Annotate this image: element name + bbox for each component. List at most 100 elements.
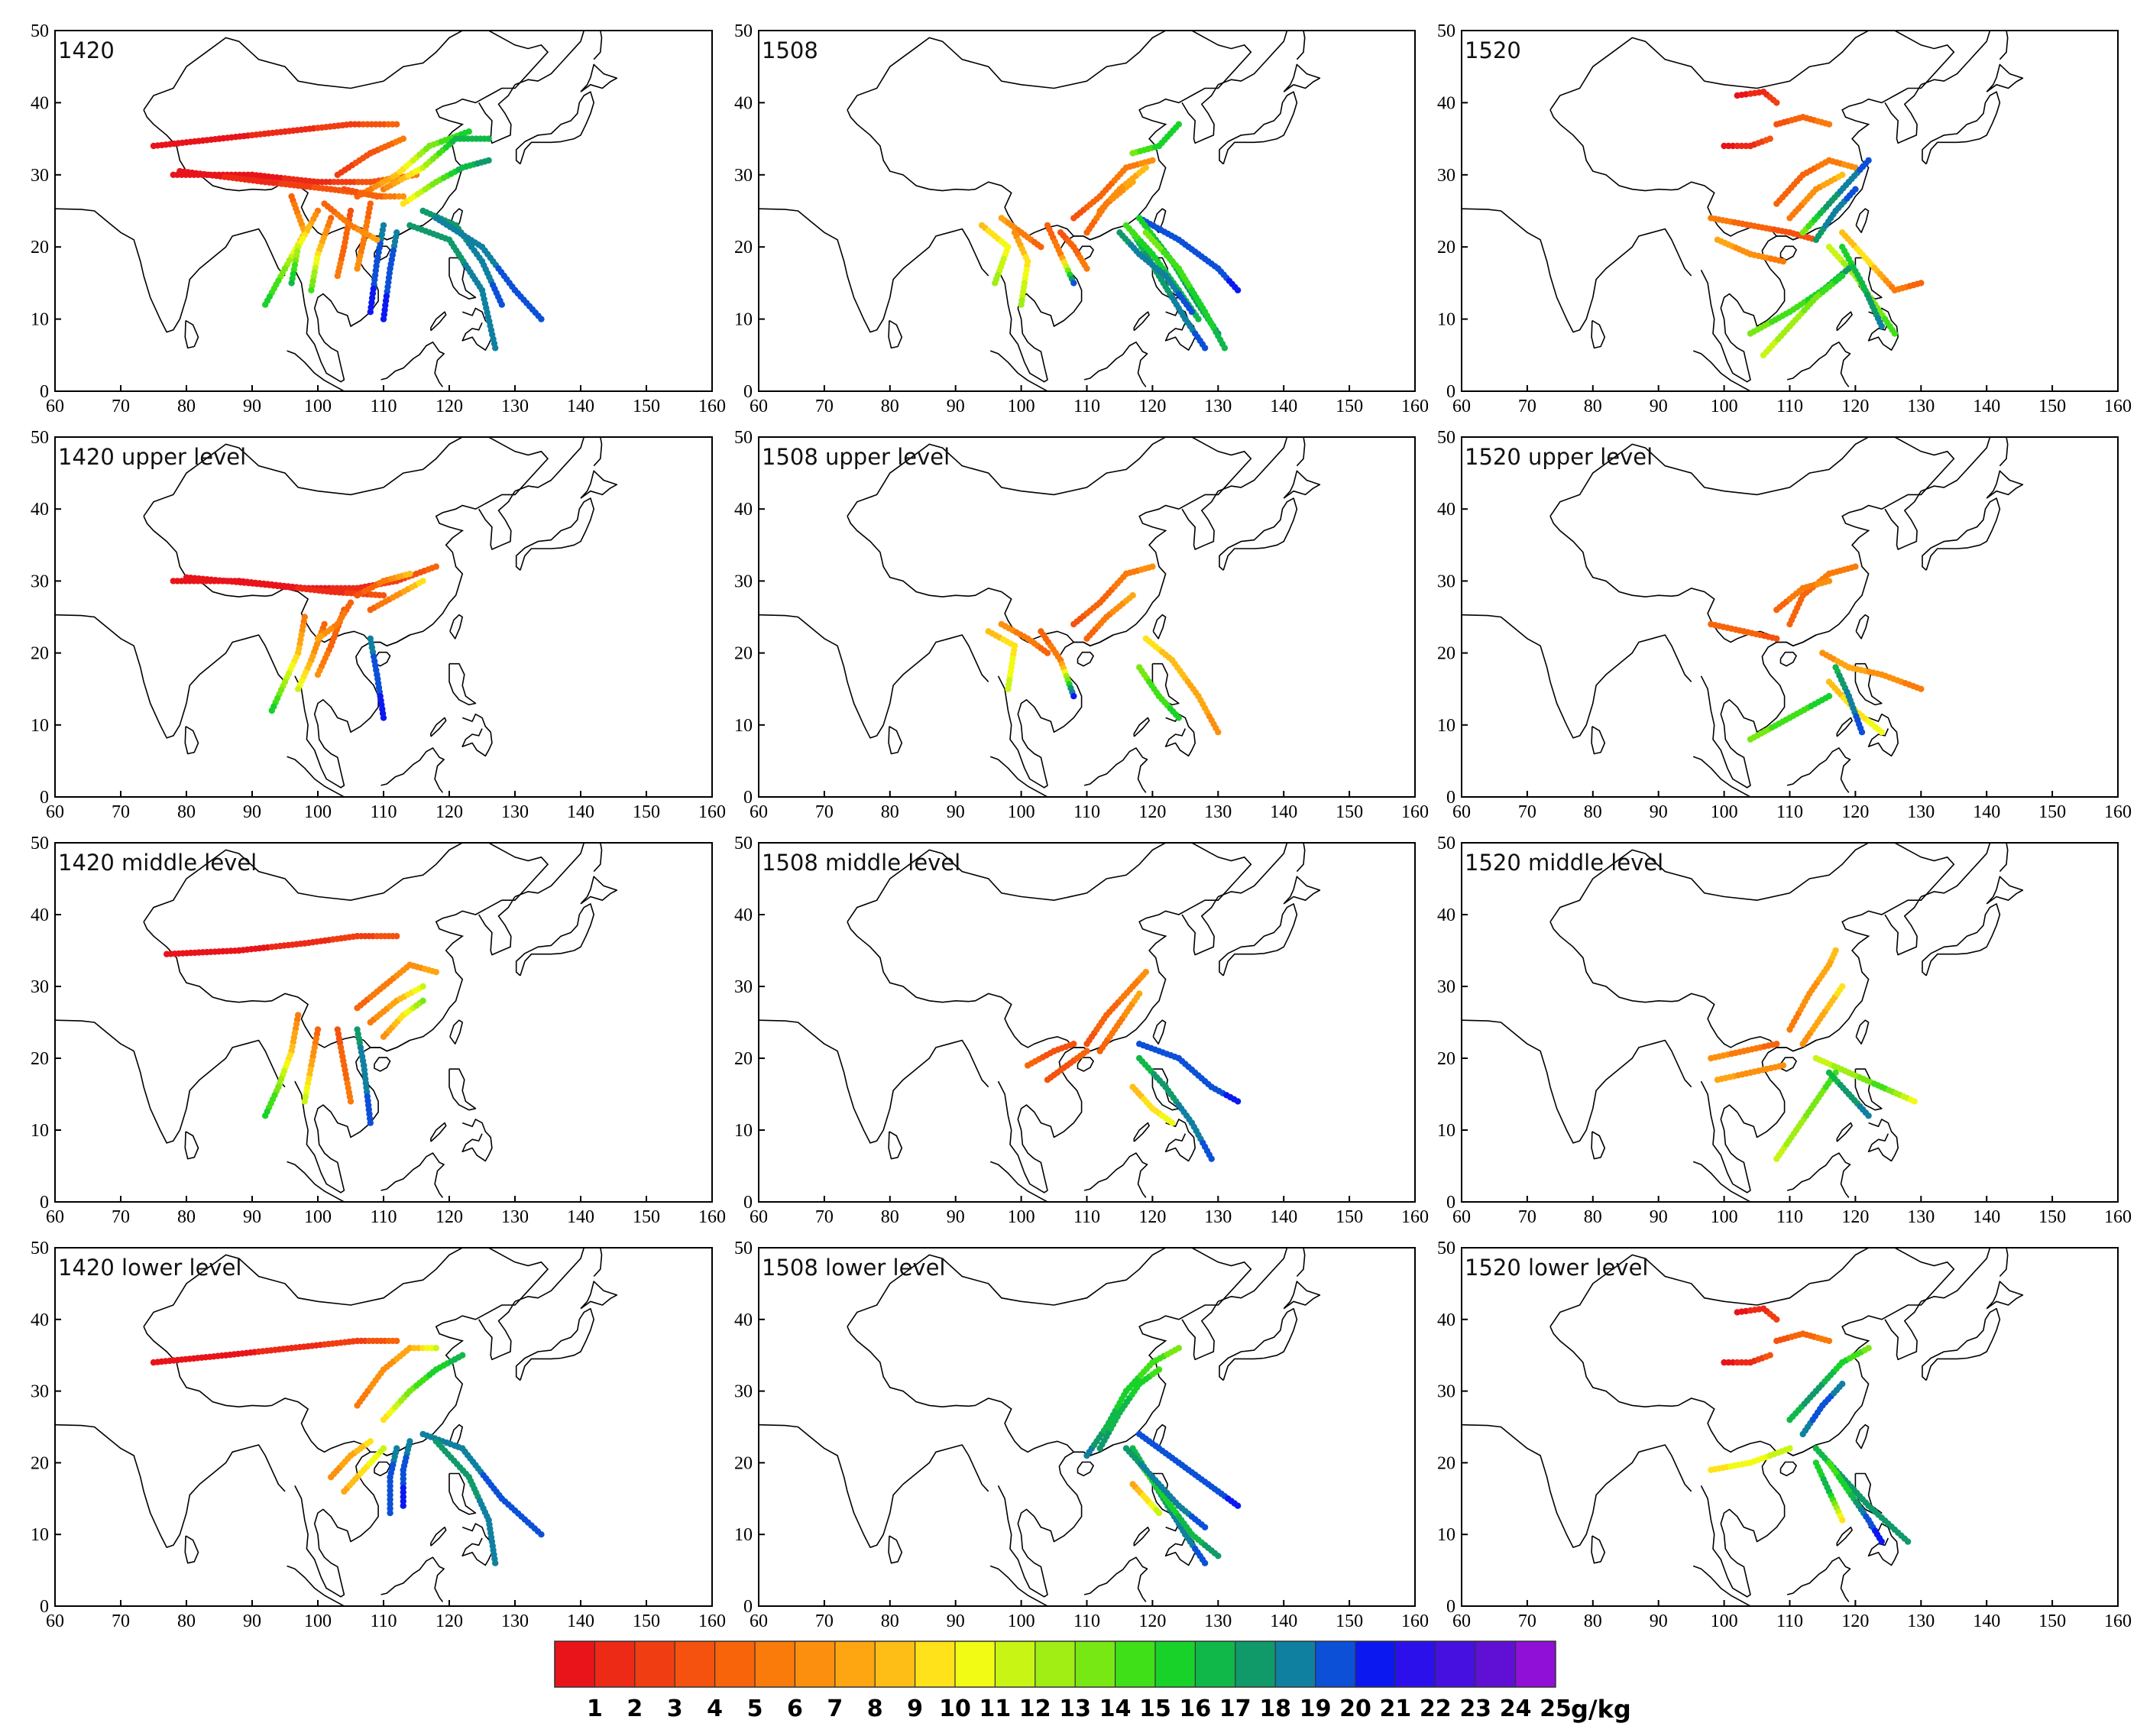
trajectory-point bbox=[1155, 1366, 1163, 1373]
trajectory-point bbox=[1018, 301, 1025, 308]
trajectory-point bbox=[492, 345, 499, 351]
x-tick-label: 130 bbox=[1204, 1207, 1232, 1227]
x-tick-label: 140 bbox=[1270, 397, 1297, 416]
trajectory-2 bbox=[1721, 135, 1773, 150]
y-tick-label: 40 bbox=[734, 1310, 753, 1330]
palawan-outline bbox=[1133, 311, 1150, 332]
x-tick-label: 150 bbox=[2038, 1611, 2066, 1631]
y-tick-label: 20 bbox=[31, 1453, 49, 1473]
y-tick-label: 0 bbox=[1446, 382, 1455, 402]
x-tick-label: 100 bbox=[1008, 1207, 1035, 1227]
trajectory-1 bbox=[1708, 620, 1780, 642]
trajectory-point bbox=[1070, 280, 1077, 287]
japan-honshu-outline bbox=[515, 1307, 594, 1381]
philippines-south-outline bbox=[1164, 1119, 1196, 1162]
panel-title: 1520 upper level bbox=[1465, 444, 1653, 470]
korea-outline bbox=[1884, 491, 1922, 550]
trajectory-point bbox=[1136, 990, 1143, 997]
sumatra-outline bbox=[989, 756, 1048, 797]
japan-hokkaido-outline bbox=[580, 63, 618, 92]
y-tick-label: 20 bbox=[1437, 1453, 1455, 1473]
trajectory-point bbox=[314, 671, 322, 679]
trajectory-4 bbox=[387, 1445, 400, 1517]
trajectory-point bbox=[1918, 280, 1925, 287]
sri-lanka-outline bbox=[184, 1535, 199, 1564]
y-tick-label: 30 bbox=[31, 1382, 49, 1402]
trajectory-1 bbox=[150, 1337, 400, 1366]
hainan-outline bbox=[1077, 1461, 1094, 1477]
panel-frame bbox=[54, 30, 713, 392]
trajectory-point bbox=[393, 121, 400, 128]
colorbar-swatch bbox=[834, 1641, 876, 1687]
trajectory-10 bbox=[380, 229, 400, 322]
x-tick-label: 110 bbox=[1073, 802, 1100, 822]
trajectory-point bbox=[432, 969, 439, 976]
trajectory-3 bbox=[1083, 969, 1150, 1048]
panel-frame bbox=[54, 436, 713, 798]
y-tick-label: 50 bbox=[734, 21, 753, 41]
y-tick-label: 50 bbox=[1437, 428, 1455, 448]
colorbar-label: 15 bbox=[1139, 1696, 1171, 1722]
colorbar-swatch bbox=[995, 1641, 1036, 1687]
korea-outline bbox=[478, 896, 516, 956]
trajectory-point bbox=[1839, 272, 1846, 280]
taiwan-outline bbox=[1855, 208, 1870, 234]
panel-frame bbox=[758, 30, 1416, 392]
map-panel-2: 60 70 80 90 100 110 120 130 140 150 160 0 10 20 30 40 50… bbox=[734, 21, 1429, 416]
coastline-layer bbox=[759, 31, 1321, 391]
y-tick-label: 30 bbox=[1437, 977, 1455, 997]
trajectory-4 bbox=[1070, 563, 1156, 628]
y-tick-label: 40 bbox=[31, 500, 49, 520]
panel-frame bbox=[54, 1247, 713, 1607]
trajectory-point bbox=[419, 983, 426, 990]
trajectory-point bbox=[400, 1502, 406, 1509]
x-tick-label: 80 bbox=[1584, 1611, 1602, 1631]
x-tick-label: 60 bbox=[750, 397, 768, 416]
trajectory-3 bbox=[1136, 1430, 1242, 1509]
korea-outline bbox=[1884, 84, 1922, 144]
y-tick-label: 0 bbox=[40, 382, 49, 402]
indochina-coast-outline bbox=[997, 641, 1083, 789]
sri-lanka-outline bbox=[1591, 319, 1606, 349]
china-border-outline bbox=[143, 437, 549, 647]
trajectory-point bbox=[387, 1496, 393, 1503]
x-tick-label: 140 bbox=[1270, 1207, 1297, 1227]
trajectory-1 bbox=[150, 121, 400, 150]
trajectory-point bbox=[1852, 563, 1859, 570]
x-tick-label: 130 bbox=[1907, 1611, 1935, 1631]
x-tick-label: 80 bbox=[881, 397, 899, 416]
x-tick-label: 150 bbox=[633, 1207, 660, 1227]
x-tick-label: 80 bbox=[1584, 397, 1602, 416]
japan-hokkaido-outline bbox=[580, 1281, 618, 1310]
sumatra-outline bbox=[989, 1565, 1048, 1606]
colorbar: 1 2 3 4 5 6 7 8 9 10 11 12 13 14 15 16 17 18 19 20 21 22 23 24 2… bbox=[554, 1640, 1631, 1724]
y-tick-label: 30 bbox=[31, 572, 49, 591]
trajectory-1 bbox=[1734, 89, 1780, 106]
y-tick-label: 10 bbox=[31, 716, 49, 736]
trajectory-point bbox=[1215, 1553, 1222, 1559]
indochina-coast-outline bbox=[997, 1047, 1083, 1194]
china-border-outline bbox=[143, 31, 549, 241]
trajectory-point bbox=[1852, 186, 1859, 193]
trajectory-point bbox=[1070, 692, 1077, 700]
y-tick-label: 30 bbox=[734, 572, 753, 591]
map-panel-10: 60 70 80 90 100 110 120 130 140 150 160 0 10 20 30 40 50… bbox=[31, 1239, 726, 1631]
palawan-outline bbox=[1836, 1527, 1853, 1547]
palawan-outline bbox=[1133, 717, 1150, 737]
x-tick-label: 130 bbox=[501, 1207, 529, 1227]
y-tick-label: 10 bbox=[1437, 310, 1455, 330]
x-tick-label: 100 bbox=[304, 397, 332, 416]
trajectory-1 bbox=[1083, 1345, 1183, 1459]
y-tick-label: 0 bbox=[40, 1597, 49, 1617]
map-panel-9: 60 70 80 90 100 110 120 130 140 150 160 0 10 20 30 40 50… bbox=[1437, 834, 2132, 1227]
japan-hokkaido-outline bbox=[1986, 63, 2024, 92]
trajectory-point bbox=[1878, 1538, 1885, 1545]
russia-coast-outline bbox=[1921, 843, 1991, 898]
borneo-north-outline bbox=[1083, 1152, 1148, 1198]
trajectory-point bbox=[384, 283, 391, 290]
china-border-outline bbox=[143, 843, 549, 1052]
colorbar-unit: g/kg bbox=[1571, 1695, 1631, 1724]
trajectory-point bbox=[367, 1438, 374, 1445]
x-tick-label: 90 bbox=[243, 1207, 261, 1227]
x-tick-label: 100 bbox=[1711, 1611, 1738, 1631]
